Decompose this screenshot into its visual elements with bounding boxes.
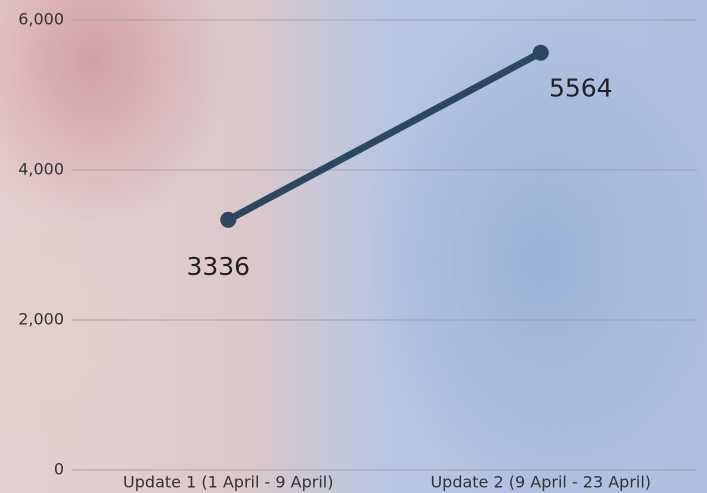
y-tick-label: 0: [54, 460, 64, 479]
y-tick-label: 4,000: [18, 160, 64, 179]
data-point: [220, 212, 236, 228]
y-tick-label: 2,000: [18, 310, 64, 329]
x-tick-label: Update 2 (9 April - 23 April): [430, 473, 651, 492]
page: 0 2,000 4,000 6,000 Update 1 (1 April - 9 Ap…: [0, 0, 707, 493]
y-tick-label: 6,000: [18, 10, 64, 29]
value-label: 5564: [549, 74, 613, 103]
data-line: [228, 53, 541, 220]
data-point: [533, 45, 549, 61]
x-tick-label: Update 1 (1 April - 9 April): [123, 473, 333, 492]
chart: 0 2,000 4,000 6,000 Update 1 (1 April - 9 Ap…: [0, 0, 707, 493]
value-label: 3336: [186, 252, 250, 281]
